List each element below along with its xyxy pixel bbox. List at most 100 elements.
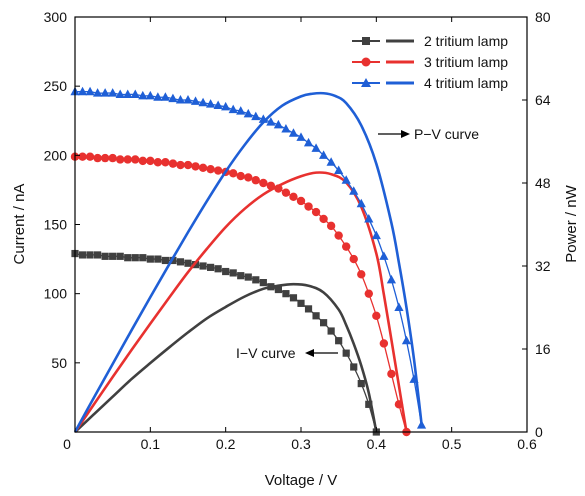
iv-point-circle <box>78 152 87 161</box>
iv-point-square <box>161 256 169 265</box>
iv-point-triangle <box>273 119 283 129</box>
iv-point-circle <box>161 158 170 167</box>
y-left-tick-label: 100 <box>44 286 68 302</box>
iv-point-square <box>146 255 154 263</box>
pv-curve-line <box>73 91 423 433</box>
iv-point-triangle <box>251 111 261 121</box>
iv-point-circle <box>394 400 404 409</box>
iv-point-square <box>335 337 343 345</box>
pv-curve-annotation: P−V curve <box>378 126 479 142</box>
iv-point-square <box>199 262 207 270</box>
x-tick-label: 0.5 <box>442 436 462 452</box>
iv-point-circle <box>176 160 185 170</box>
y-left-tick-label: 300 <box>44 9 68 25</box>
iv-point-triangle <box>266 117 276 126</box>
iv-arrow-head <box>305 349 314 357</box>
iv-point-circle <box>266 181 276 190</box>
iv-point-triangle <box>311 143 321 152</box>
iv-point-circle <box>183 160 193 170</box>
iv-point-triangle <box>349 186 359 195</box>
axis-ticks: 0 0.1 0.2 0.3 0.4 0.5 0.6 50 100 150 200 250 300 0 16 3… <box>44 9 551 452</box>
legend-circle-marker <box>361 57 371 67</box>
iv-point-triangle <box>288 128 299 137</box>
legend-entry-4-tritium: 4 tritium lamp <box>352 75 508 91</box>
x-tick-label: 0.1 <box>141 436 161 452</box>
iv-point-square <box>139 254 147 262</box>
iv-point-triangle <box>341 175 351 184</box>
x-tick-label: 0 <box>63 436 71 452</box>
iv-point-circle <box>304 202 313 211</box>
iv-point-triangle <box>371 230 381 240</box>
x-axis-title: Voltage / V <box>265 472 338 489</box>
legend-entry-2-tritium: 2 tritium lamp <box>352 33 508 49</box>
iv-point-triangle <box>401 335 412 345</box>
iv-point-circle <box>342 242 351 251</box>
iv-point-triangle <box>123 89 133 98</box>
x-tick-label: 0.6 <box>517 436 537 452</box>
iv-point-circle <box>213 166 223 175</box>
iv-point-circle <box>168 159 178 168</box>
iv-point-triangle <box>281 124 291 133</box>
iv-point-circle <box>85 152 95 161</box>
iv-point-triangle <box>213 100 223 110</box>
iv-point-circle <box>116 155 125 164</box>
iv-point-circle <box>206 164 215 174</box>
iv-point-square <box>312 312 320 320</box>
iv-point-triangle <box>77 86 88 96</box>
iv-point-triangle <box>319 150 329 159</box>
legend-label: 4 tritium lamp <box>424 75 508 91</box>
iv-point-triangle <box>85 86 95 96</box>
x-tick-label: 0.3 <box>291 436 311 452</box>
pv-curve-line <box>73 171 408 433</box>
iv-point-triangle <box>334 165 344 175</box>
iv-point-triangle <box>221 101 231 111</box>
iv-point-triangle <box>138 90 148 100</box>
iv-point-square <box>176 258 185 266</box>
iv-point-circle <box>281 188 291 197</box>
y-left-tick-label: 200 <box>44 147 68 163</box>
y-right-tick-label: 16 <box>535 341 551 357</box>
iv-point-triangle <box>198 97 208 107</box>
iv-point-circle <box>236 171 245 181</box>
legend: 2 tritium lamp 3 tritium lamp 4 tritium … <box>352 33 508 91</box>
legend-entry-3-tritium: 3 tritium lamp <box>352 54 508 70</box>
iv-point-square <box>207 263 215 271</box>
chart-marks <box>70 86 427 437</box>
iv-point-triangle <box>206 99 216 108</box>
iv-point-circle <box>387 369 396 379</box>
iv-point-square <box>184 259 192 267</box>
x-tick-label: 0.2 <box>216 436 236 452</box>
iv-point-circle <box>229 169 238 178</box>
iv-point-square <box>116 252 124 260</box>
iv-point-circle <box>372 311 381 320</box>
iv-point-circle <box>191 162 200 171</box>
iv-point-circle <box>311 207 321 217</box>
iv-point-triangle <box>190 96 201 105</box>
iv-point-triangle <box>100 88 110 97</box>
iv-point-triangle <box>416 420 427 429</box>
iv-point-square <box>259 279 267 287</box>
iv-point-circle <box>251 176 260 185</box>
iv-point-square <box>297 299 305 307</box>
iv-curve-label: I−V curve <box>236 345 296 361</box>
iv-point-square <box>350 363 358 371</box>
iv-point-triangle <box>356 198 366 208</box>
iv-curve-annotation: I−V curve <box>236 345 338 361</box>
legend-label: 3 tritium lamp <box>424 54 508 70</box>
y-axis-right-title: Power / nW <box>563 184 580 262</box>
pv-curve-label: P−V curve <box>414 126 479 142</box>
iv-point-circle <box>198 163 208 172</box>
iv-point-square <box>214 265 222 273</box>
iv-point-circle <box>334 231 343 240</box>
y-right-tick-label: 48 <box>535 175 551 191</box>
y-left-tick-label: 50 <box>51 355 67 371</box>
iv-point-square <box>244 273 252 281</box>
iv-point-triangle <box>379 251 389 260</box>
iv-point-square <box>101 252 109 260</box>
iv-point-square <box>304 305 313 313</box>
iv-point-square <box>282 290 290 298</box>
legend-triangle-marker <box>361 78 371 87</box>
iv-point-square <box>109 252 117 260</box>
iv-point-square <box>222 267 230 276</box>
series-2-tritium <box>71 249 380 436</box>
